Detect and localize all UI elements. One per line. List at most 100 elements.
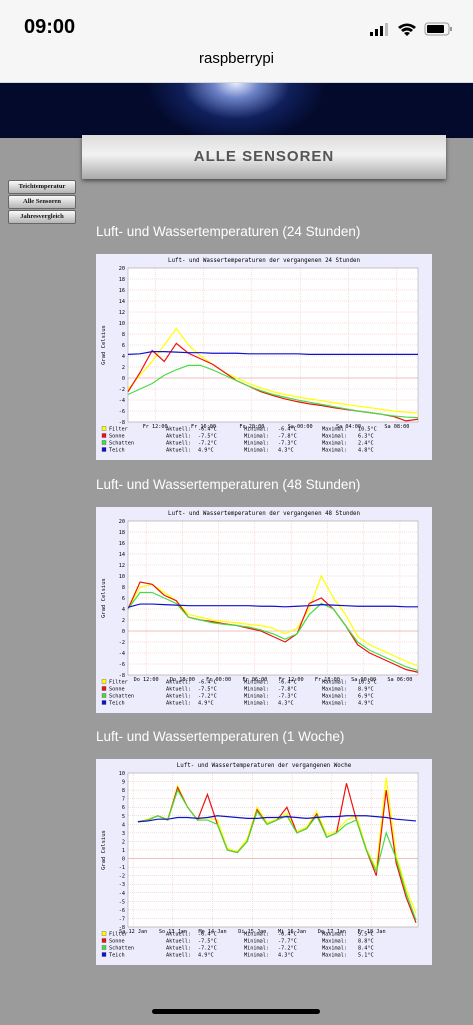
legend-stat-value: 2.4°C	[358, 441, 374, 447]
y-axis-label: Grad Celsius	[101, 830, 107, 870]
legend-stat-label: Minimal:	[244, 441, 269, 447]
legend-swatch	[101, 693, 107, 698]
x-tick-label: Do 17 Jan	[318, 929, 346, 935]
legend-label: Sonne	[109, 434, 125, 440]
y-tick-label: 7	[122, 797, 125, 803]
legend-swatch	[101, 679, 107, 684]
y-tick-label: 8	[122, 585, 125, 591]
y-tick-label: 0	[122, 376, 125, 382]
legend-stat-label: Maximal:	[322, 448, 347, 454]
nav-button[interactable]: Alle Sensoren	[8, 195, 76, 209]
legend-stat-label: Aktuell:	[166, 953, 191, 959]
plot-frame	[127, 520, 419, 676]
chart-title: Luft- und Wassertemperaturen der vergang…	[168, 258, 360, 264]
chart: Luft- und Wassertemperaturen der vergang…	[96, 507, 432, 713]
series-line	[127, 327, 419, 414]
legend-swatch	[101, 700, 107, 705]
x-tick-label: Mi 16 Jan	[278, 929, 306, 935]
legend-stat-value: 10.5°C	[358, 427, 377, 433]
y-tick-label: -5	[119, 899, 125, 905]
legend-stat-label: Maximal:	[322, 680, 347, 686]
legend-stat-value: 4.9°C	[198, 448, 214, 454]
section-heading: Luft- und Wassertemperaturen (1 Woche)	[96, 729, 345, 744]
legend-stat-label: Minimal:	[244, 953, 269, 959]
x-tick-label: Fr 06:00	[242, 677, 267, 683]
x-tick-label: Fr 12:00	[279, 677, 304, 683]
legend-stat-value: 4.9°C	[198, 701, 214, 707]
series-line	[137, 788, 417, 921]
y-tick-label: 12	[119, 310, 125, 316]
legend-stat-label: Minimal:	[244, 939, 269, 945]
legend-label: Filter	[109, 932, 128, 938]
legend-stat-value: -6.4°C	[278, 427, 297, 433]
y-tick-label: 9	[122, 780, 125, 786]
legend-swatch	[101, 447, 107, 452]
y-axis-label: Grad Celsius	[101, 325, 107, 365]
url[interactable]: raspberrypi	[198, 50, 275, 67]
legend-stat-value: 4.3°C	[278, 701, 294, 707]
chart-title: Luft- und Wassertemperaturen der vergang…	[168, 511, 360, 517]
y-tick-label: 16	[119, 541, 125, 547]
legend-label: Filter	[109, 427, 128, 433]
legend-stat-value: -6.4°C	[198, 932, 217, 938]
x-tick-label: Di 15 Jan	[238, 929, 266, 935]
y-tick-label: 12	[119, 563, 125, 569]
x-tick-label: Fr 12:00	[143, 424, 168, 430]
legend-label: Teich	[109, 701, 125, 707]
legend-stat-label: Maximal:	[322, 953, 347, 959]
status-bar: 09:00 raspberrypi	[0, 0, 473, 83]
legend-stat-value: 4.9°C	[358, 701, 374, 707]
legend-stat-label: Minimal:	[244, 434, 269, 440]
plot-frame	[127, 772, 419, 928]
y-axis-label: Grad Celsius	[101, 578, 107, 618]
legend-stat-label: Aktuell:	[166, 680, 191, 686]
y-tick-label: 18	[119, 530, 125, 536]
legend-stat-label: Minimal:	[244, 448, 269, 454]
legend-label: Schatten	[109, 946, 134, 952]
legend-stat-label: Maximal:	[322, 939, 347, 945]
y-tick-label: 6	[122, 343, 125, 349]
y-tick-label: 3	[122, 831, 125, 837]
legend-swatch	[101, 952, 107, 957]
x-tick-label: Fr 16:00	[191, 424, 216, 430]
home-indicator	[152, 1009, 320, 1014]
legend-stat-value: -6.4°C	[198, 427, 217, 433]
x-tick-label: Fr 18 Jan	[357, 929, 385, 935]
legend-stat-label: Aktuell:	[166, 427, 191, 433]
legend-stat-value: -7.5°C	[198, 434, 217, 440]
y-tick-label: 14	[119, 299, 125, 305]
legend-stat-value: -7.5°C	[198, 939, 217, 945]
chart: Luft- und Wassertemperaturen der vergang…	[96, 759, 432, 965]
legend-stat-value: -7.2°C	[198, 694, 217, 700]
x-tick-label: Fr 20:00	[239, 424, 264, 430]
section-heading: Luft- und Wassertemperaturen (24 Stunden…	[96, 224, 361, 239]
y-tick-label: 4	[122, 607, 125, 613]
legend-stat-label: Aktuell:	[166, 939, 191, 945]
y-tick-label: 2	[122, 839, 125, 845]
legend-swatch	[101, 945, 107, 950]
y-tick-label: -8	[119, 673, 125, 679]
series-line	[127, 581, 419, 673]
nav-button[interactable]: Jahresvergleich	[8, 210, 76, 224]
legend-stat-label: Maximal:	[322, 946, 347, 952]
y-tick-label: 10	[119, 771, 125, 777]
series-line	[137, 815, 417, 823]
legend-stat-value: -7.8°C	[278, 434, 297, 440]
nav-button[interactable]: Teichtemperatur	[8, 180, 76, 194]
legend-stat-label: Minimal:	[244, 694, 269, 700]
y-tick-label: -6	[119, 908, 125, 914]
y-tick-label: -6	[119, 662, 125, 668]
y-tick-label: 16	[119, 288, 125, 294]
legend-swatch	[101, 931, 107, 936]
legend-stat-label: Minimal:	[244, 946, 269, 952]
x-tick-label: Mo 14 Jan	[199, 929, 227, 935]
legend-stat-label: Maximal:	[322, 427, 347, 433]
y-tick-label: -7	[119, 916, 125, 922]
legend-stat-label: Minimal:	[244, 427, 269, 433]
x-tick-label: Fr 18:00	[315, 677, 340, 683]
legend-swatch	[101, 686, 107, 691]
page-title: ALLE SENSOREN	[82, 135, 446, 179]
y-tick-label: 10	[119, 321, 125, 327]
y-tick-label: 6	[122, 805, 125, 811]
legend-stat-value: -7.2°C	[278, 946, 297, 952]
